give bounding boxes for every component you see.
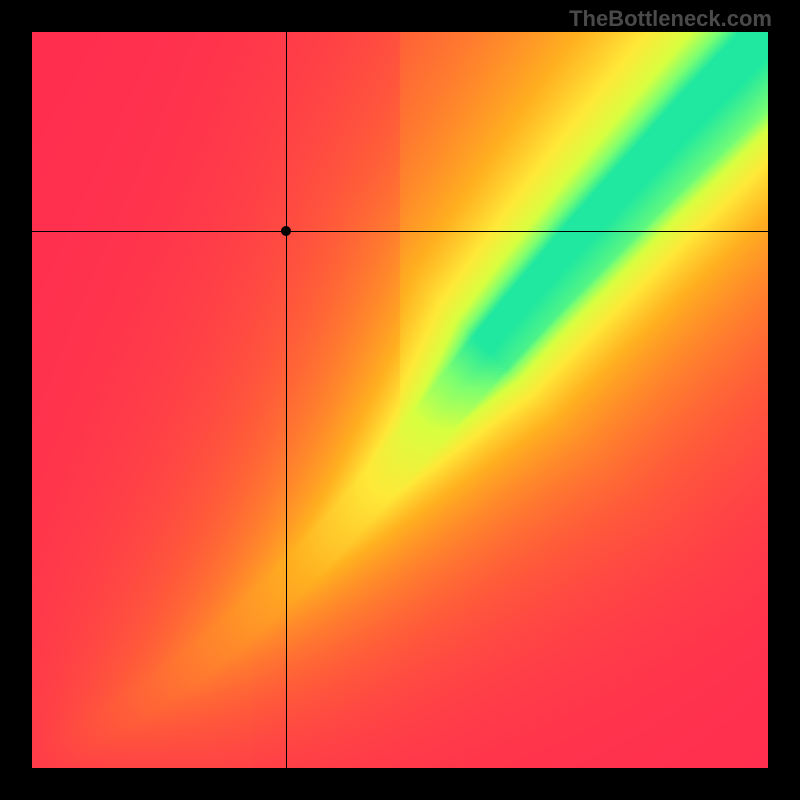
crosshair-horizontal [32, 231, 768, 232]
watermark-text: TheBottleneck.com [569, 6, 772, 32]
plot-area [32, 32, 768, 768]
crosshair-marker [281, 226, 291, 236]
crosshair-vertical [286, 32, 287, 768]
chart-container: TheBottleneck.com [0, 0, 800, 800]
heatmap-canvas [32, 32, 768, 768]
